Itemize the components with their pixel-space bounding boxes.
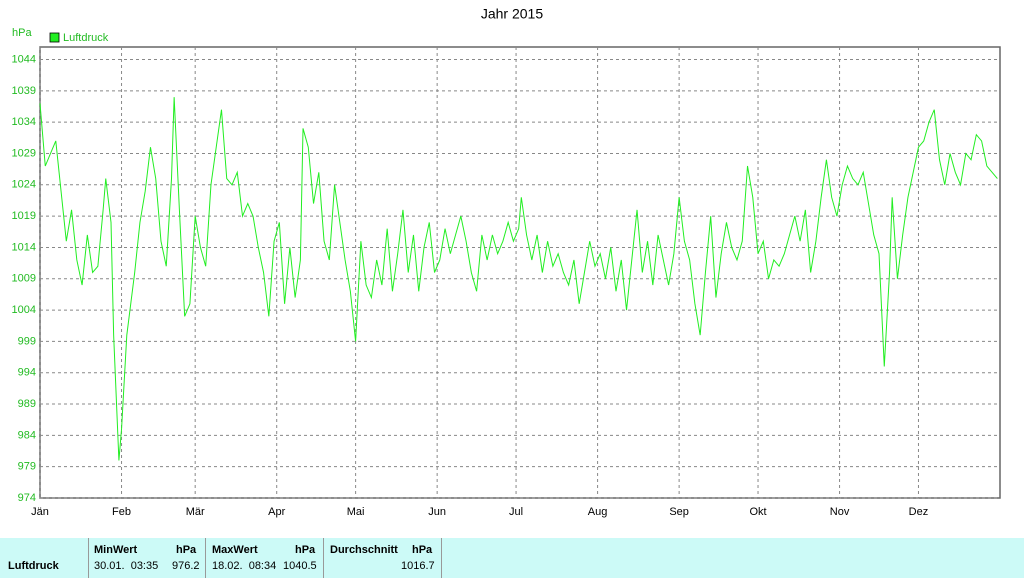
row-label: Luftdruck: [8, 560, 59, 572]
y-tick-label: 1029: [12, 147, 36, 159]
x-tick-label: Apr: [268, 506, 285, 518]
x-tick-label: Mär: [186, 506, 205, 518]
x-tick-label: Sep: [669, 506, 689, 518]
legend-label: Luftdruck: [63, 32, 109, 44]
header-cell: hPa: [295, 544, 316, 556]
header-cell: hPa: [412, 544, 433, 556]
x-tick-label: Nov: [830, 506, 850, 518]
y-tick-label: 1004: [12, 304, 36, 316]
x-tick-label: Jun: [428, 506, 446, 518]
cell: 976.2: [172, 560, 200, 572]
y-tick-label: 994: [18, 367, 36, 379]
x-tick-label: Dez: [909, 506, 929, 518]
header-cell: MaxWert: [212, 544, 258, 556]
legend-swatch: [49, 32, 60, 43]
y-tick-label: 1014: [12, 241, 36, 253]
y-tick-label: 1019: [12, 210, 36, 222]
y-axis-label: hPa: [12, 27, 32, 39]
y-tick-label: 999: [18, 335, 36, 347]
cell: 1016.7: [401, 560, 435, 572]
separator: [441, 538, 442, 578]
y-tick-label: 989: [18, 398, 36, 410]
y-tick-label: 1034: [12, 116, 36, 128]
chart-title: Jahr 2015: [481, 6, 543, 22]
y-tick-label: 979: [18, 461, 36, 473]
separator: [323, 538, 324, 578]
y-tick-label: 1044: [12, 53, 36, 65]
line-series: [39, 97, 998, 461]
y-tick-label: 974: [18, 492, 36, 504]
x-tick-label: Jul: [509, 506, 523, 518]
x-tick-label: Okt: [749, 506, 766, 518]
y-tick-label: 1009: [12, 273, 36, 285]
cell: 30.01. 03:35: [94, 560, 159, 572]
summary-table: MinWert hPa MaxWert hPa Durchschnitt hPa…: [0, 538, 1024, 578]
y-tick-label: 984: [18, 429, 36, 441]
x-tick-label: Jän: [31, 506, 49, 518]
x-tick-label: Aug: [588, 506, 608, 518]
y-tick-label: 1024: [12, 179, 36, 191]
x-tick-label: Mai: [347, 506, 365, 518]
chart: Jahr 2015 hPa 974 979 984 989 994 999 1004 1009…: [12, 6, 1001, 518]
header-cell: MinWert: [94, 544, 138, 556]
cell: 1040.5: [283, 560, 317, 572]
header-cell: hPa: [176, 544, 197, 556]
y-tick-label: 1039: [12, 85, 36, 97]
header-cell: Durchschnitt: [330, 544, 398, 556]
plot-area: [39, 46, 1001, 499]
x-tick-label: Feb: [112, 506, 131, 518]
separator: [88, 538, 89, 578]
cell: 18.02. 08:34: [212, 560, 277, 572]
separator: [205, 538, 206, 578]
